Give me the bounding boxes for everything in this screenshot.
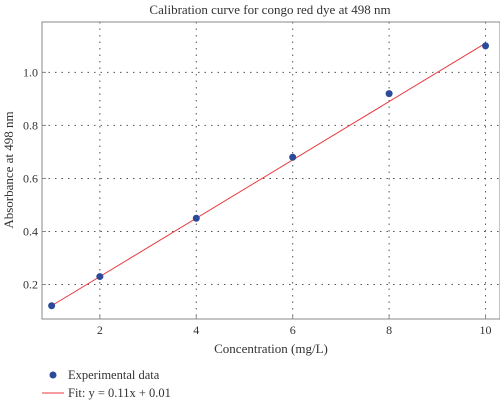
legend: Experimental data Fit: y = 0.11x + 0.01 bbox=[42, 368, 171, 400]
y-tick-label: 1.0 bbox=[23, 65, 38, 79]
x-axis: 2 4 6 8 10 bbox=[97, 315, 492, 337]
y-axis-label: Absorbance at 498 nm bbox=[1, 111, 16, 228]
x-tick-label: 4 bbox=[193, 323, 199, 337]
data-point bbox=[48, 302, 56, 310]
x-tick-label: 8 bbox=[386, 323, 392, 337]
grid-lines bbox=[42, 22, 500, 319]
chart-title: Calibration curve for congo red dye at 4… bbox=[149, 2, 390, 17]
y-tick-label: 0.6 bbox=[23, 171, 38, 185]
x-tick-label: 10 bbox=[480, 323, 492, 337]
plot-area-frame bbox=[41, 21, 500, 320]
series-marks bbox=[48, 42, 490, 310]
x-tick-label: 2 bbox=[97, 323, 103, 337]
data-point bbox=[385, 90, 393, 98]
fit-line bbox=[51, 42, 486, 307]
y-tick-label: 0.4 bbox=[23, 224, 38, 238]
legend-label-fit: Fit: y = 0.11x + 0.01 bbox=[68, 386, 171, 400]
x-tick-label: 6 bbox=[290, 323, 296, 337]
data-point bbox=[482, 42, 490, 50]
y-tick-label: 0.8 bbox=[23, 118, 38, 132]
data-point bbox=[96, 273, 104, 281]
data-point bbox=[192, 214, 200, 222]
legend-label-experimental: Experimental data bbox=[68, 368, 160, 382]
y-axis: 0.2 0.4 0.6 0.8 1.0 bbox=[23, 65, 46, 292]
y-tick-label: 0.2 bbox=[23, 278, 38, 292]
legend-marker-experimental bbox=[49, 371, 57, 379]
x-axis-label: Concentration (mg/L) bbox=[214, 341, 328, 356]
data-point bbox=[289, 153, 297, 161]
